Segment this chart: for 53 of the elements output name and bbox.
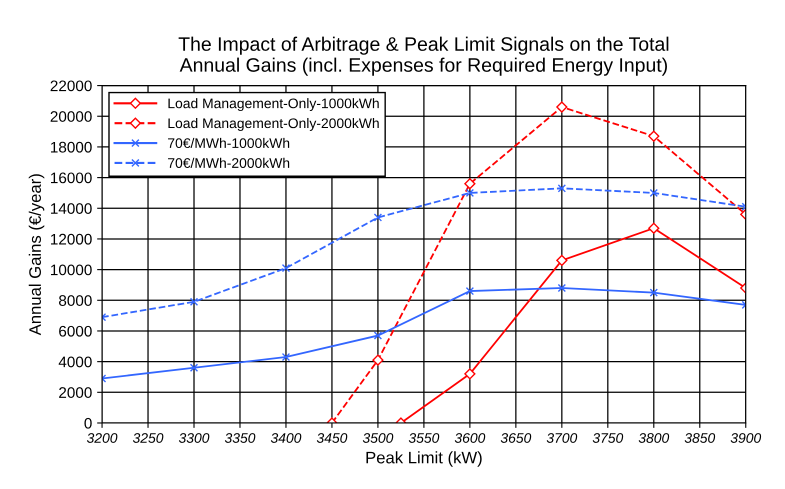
- point: [556, 254, 568, 266]
- y-tick-label: 18000: [51, 142, 92, 153]
- x-tick-label: 3900: [730, 433, 762, 443]
- y-tick-label: 0: [84, 418, 92, 429]
- point: [464, 178, 476, 190]
- y-tick-label: 2000: [59, 387, 92, 398]
- point: [372, 354, 384, 366]
- x-tick-label: 3200: [86, 433, 118, 443]
- point: [190, 364, 198, 372]
- x-tick-label: 3800: [638, 433, 670, 443]
- y-tick-label: 8000: [59, 295, 92, 306]
- y-tick-label: 12000: [51, 234, 92, 245]
- x-tick-label: 3650: [500, 433, 532, 443]
- x-tick-label: 3450: [316, 433, 348, 443]
- y-tick-label: 6000: [59, 326, 92, 337]
- point: [374, 213, 382, 222]
- x-tick-label: 3700: [546, 433, 578, 443]
- x-tick-label: 3600: [454, 433, 486, 443]
- y-axis-title: Annual Gains (€/year): [28, 174, 44, 336]
- x-tick-label: 3500: [362, 433, 394, 443]
- point: [466, 286, 474, 296]
- point: [650, 188, 658, 198]
- x-tick-label: 3300: [178, 433, 210, 443]
- y-tick-label: 22000: [50, 80, 92, 92]
- legend-label: Load Management-Only-1000kWh: [168, 98, 379, 112]
- legend-label: Load Management-Only-2000kWh: [168, 118, 379, 131]
- point: [190, 298, 198, 306]
- x-tick-label: 3750: [592, 433, 624, 443]
- legend-label: 70€/MWh-1000kWh: [168, 138, 290, 148]
- x-tick-label: 3550: [408, 433, 440, 443]
- point: [648, 130, 660, 142]
- y-tick-label: 4000: [58, 356, 92, 368]
- x-axis-title: Peak Limit (kW): [366, 451, 482, 467]
- point: [374, 331, 382, 340]
- y-tick-label: 16000: [51, 172, 92, 184]
- point: [556, 101, 568, 113]
- y-tick-label: 10000: [51, 264, 92, 276]
- x-tick-label: 3250: [132, 433, 164, 443]
- point: [282, 352, 290, 362]
- y-tick-label: 20000: [50, 111, 92, 122]
- x-tick-label: 3850: [684, 433, 716, 443]
- legend-label: 70€/MWh-2000kWh: [168, 158, 290, 168]
- point: [558, 184, 566, 192]
- point: [648, 222, 660, 234]
- y-tick-label: 14000: [51, 203, 92, 214]
- chart-title: The Impact of Arbitrage & Peak Limit Signals on the Total Annual Gains (incl. Expenses for Required Energy Input): [178, 36, 668, 76]
- point: [558, 284, 566, 292]
- x-tick-label: 3400: [270, 433, 302, 443]
- point: [650, 288, 658, 297]
- point: [282, 264, 290, 272]
- point: [464, 368, 476, 380]
- x-tick-label: 3350: [224, 433, 256, 443]
- point: [466, 188, 474, 198]
